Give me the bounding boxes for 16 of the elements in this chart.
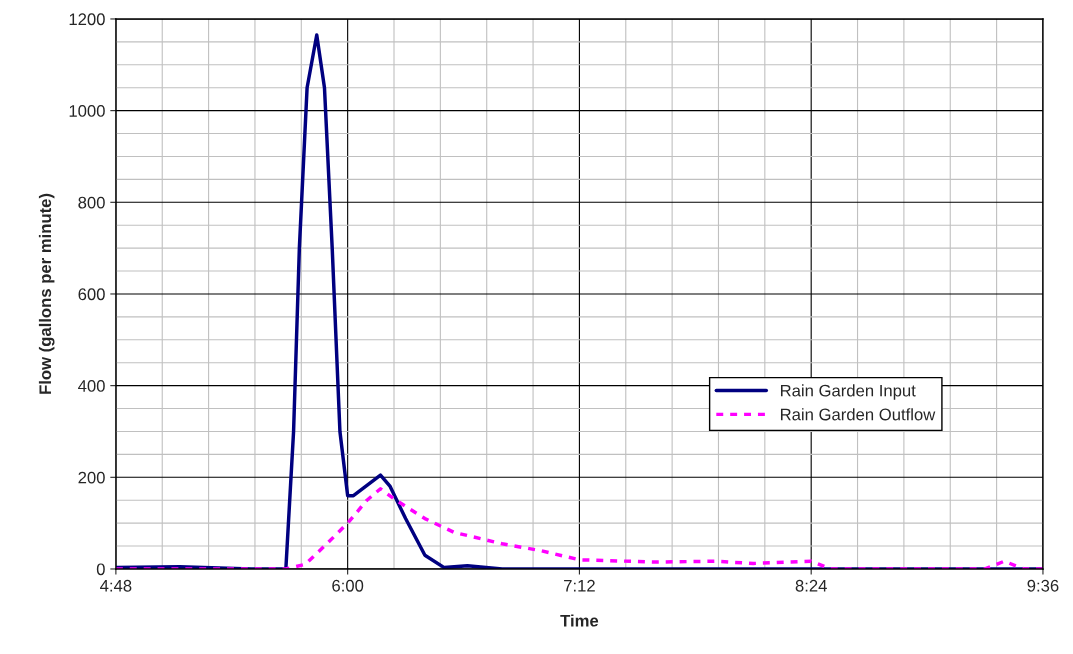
- legend-label: Rain Garden Outflow: [780, 408, 936, 421]
- y-tick-label: 800: [78, 196, 105, 209]
- x-axis-title: Time: [560, 614, 599, 627]
- x-tick-label: 8:24: [795, 579, 827, 592]
- legend-label: Rain Garden Input: [780, 384, 916, 400]
- y-tick-label: 0: [96, 563, 105, 576]
- y-tick-label: 400: [78, 380, 105, 392]
- x-tick-label: 9:36: [1027, 579, 1059, 592]
- y-tick-label: 600: [78, 288, 105, 301]
- y-tick-label: 1000: [69, 105, 105, 117]
- x-tick-label: 4:48: [100, 579, 132, 592]
- x-tick-label: 7:12: [564, 579, 595, 592]
- y-tick-label: 200: [78, 471, 105, 484]
- x-tick-label: 6:00: [332, 579, 364, 592]
- y-axis-title: Flow (gallons per minute): [38, 193, 55, 394]
- y-tick-label: 1200: [69, 13, 105, 26]
